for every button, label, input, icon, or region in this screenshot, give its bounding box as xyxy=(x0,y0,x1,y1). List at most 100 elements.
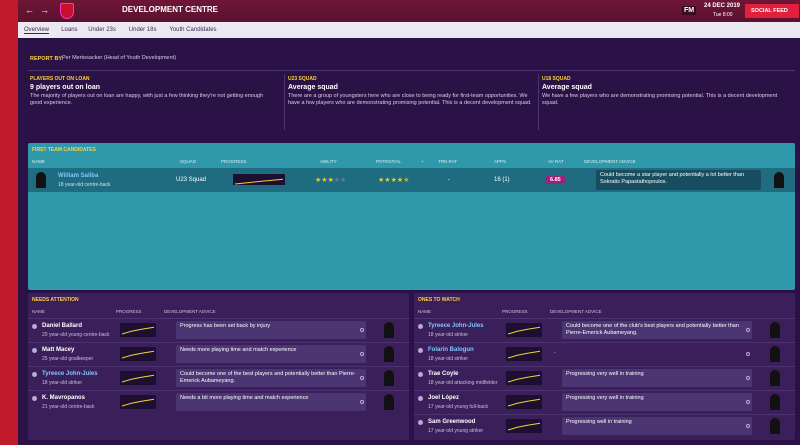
top-bar: ← → DEVELOPMENT CENTRE FM 24 DEC 2019 Tu… xyxy=(0,0,800,22)
development-advice: Could become one of the best players and… xyxy=(176,369,366,387)
summary-text: There are a group of youngsters here who… xyxy=(288,93,532,106)
player-name[interactable]: Tyreece John-Jules xyxy=(42,371,98,377)
summary-divider xyxy=(538,74,539,130)
progress-line xyxy=(121,374,155,383)
advice-icon xyxy=(746,352,750,356)
development-advice: Could become a star player and potential… xyxy=(596,170,761,190)
player-desc: 17 year-old young full-back xyxy=(428,404,489,410)
development-advice: Progressing very well in training xyxy=(562,393,752,411)
progress-graph xyxy=(120,371,156,385)
social-feed-label: SOCIAL FEED xyxy=(751,8,788,14)
progress-graph xyxy=(506,419,542,433)
advice-icon xyxy=(746,424,750,428)
player-row[interactable]: Joel López 17 year-old young full-back Pro… xyxy=(414,390,795,412)
social-feed-button[interactable]: SOCIAL FEED xyxy=(745,4,799,18)
tab[interactable]: Overview xyxy=(24,27,50,34)
star-rating: ★★★★★ xyxy=(315,176,346,184)
player-name[interactable]: Joel López xyxy=(428,395,460,401)
player-row[interactable]: Matt Macey 25 year-old goalkeeper Needs mo… xyxy=(28,342,409,364)
progress-line xyxy=(507,326,541,335)
sidebar xyxy=(0,0,18,445)
summary-label: PLAYERS OUT ON LOAN xyxy=(30,76,90,82)
player-name[interactable]: Tyreece John-Jules xyxy=(428,323,484,329)
player-desc: 21 year-old centre-back xyxy=(42,404,95,410)
back-button[interactable]: ← xyxy=(25,5,34,15)
player-avatar xyxy=(770,322,780,338)
column-heading: DEVELOPMENT ADVICE xyxy=(164,309,216,314)
column-heading: SQUAD xyxy=(180,159,197,164)
ones-to_watch-panel: ONES TO WATCH NAME PROGRESS DEVELOPMENT ADV… xyxy=(414,293,795,440)
player-desc: 25 year-old goalkeeper xyxy=(42,356,94,362)
player-row[interactable]: William Saliba 18 year-old centre-back U23… xyxy=(28,168,795,192)
club-crest[interactable] xyxy=(60,3,74,19)
player-name[interactable]: Daniel Ballard xyxy=(42,323,83,329)
forward-button[interactable]: → xyxy=(40,5,49,15)
column-heading: PROGRESS xyxy=(116,309,142,314)
fm-logo[interactable]: FM xyxy=(682,6,697,15)
panel-heading: NEEDS ATTENTION xyxy=(32,297,79,303)
column-heading: AV RAT xyxy=(548,159,564,164)
column-heading: DEVELOPMENT ADVICE xyxy=(550,309,602,314)
progress-graph xyxy=(506,395,542,409)
column-heading: NAME xyxy=(418,309,432,314)
column-heading: DEVELOPMENT ADVICE xyxy=(584,159,636,164)
star: ★ xyxy=(396,177,404,184)
column-heading: PROGRESS xyxy=(221,159,247,164)
player-row[interactable]: K. Mavropanos 21 year-old centre-back Need… xyxy=(28,390,409,412)
player-name[interactable]: Folarin Balogun xyxy=(428,347,474,353)
player-avatar xyxy=(384,394,394,410)
report-label: REPORT BY: xyxy=(30,56,64,62)
progress-line xyxy=(507,374,541,383)
progress-line xyxy=(507,398,541,407)
progress-graph xyxy=(233,174,285,185)
player-row[interactable]: Folarin Balogun 18 year-old striker - xyxy=(414,342,795,364)
player-name[interactable]: Trae Coyle xyxy=(428,371,459,377)
development-advice: Needs more playing time and match experi… xyxy=(176,345,366,363)
report-author: Per Mertesacker (Head of Youth Developme… xyxy=(62,55,177,61)
first-team-panel: FIRST TEAM CANDIDATES NAME SQUAD PROGRESS AB… xyxy=(28,143,795,290)
tab[interactable]: Loans xyxy=(61,27,78,33)
progress-line xyxy=(507,422,541,431)
star: ★ xyxy=(403,177,410,184)
progress-line xyxy=(234,178,284,185)
player-icon xyxy=(418,396,423,401)
tab[interactable]: Under 18s xyxy=(128,27,157,33)
average-rating: 6.85 xyxy=(546,176,565,184)
player-row[interactable]: Sam Greenwood 17 year-old young striker Pr… xyxy=(414,414,795,436)
player-name[interactable]: Sam Greenwood xyxy=(428,419,476,425)
player-icon xyxy=(32,348,37,353)
appearances: 16 (1) xyxy=(494,177,510,183)
tab-bar: Overview Loans Under 23s Under 18s Youth Can… xyxy=(18,22,800,38)
player-desc: 18 year-old centre-back xyxy=(58,182,111,188)
player-row[interactable]: Tyreece John-Jules 18 year-old striker Cou… xyxy=(28,366,409,388)
player-name[interactable]: William Saliba xyxy=(58,173,99,179)
progress-graph xyxy=(506,347,542,361)
player-avatar xyxy=(770,394,780,410)
advice-icon xyxy=(746,400,750,404)
progress-line xyxy=(121,350,155,359)
player-avatar xyxy=(384,322,394,338)
summary-text: The majority of players out on loan are … xyxy=(30,93,264,106)
development-advice: Progressing very well in training xyxy=(562,369,752,387)
column-heading: PROGRESS xyxy=(502,309,528,314)
date: 24 DEC 2019 xyxy=(704,3,741,9)
star: ★ xyxy=(378,177,385,184)
training-rating: - xyxy=(448,177,450,183)
star: ★ xyxy=(384,177,391,184)
player-row[interactable]: Daniel Ballard 20 year-old young centre-b… xyxy=(28,318,409,340)
player-icon xyxy=(418,420,423,425)
player-desc: 18 year-old striker xyxy=(42,380,83,386)
progress-line xyxy=(121,398,155,407)
player-name[interactable]: K. Mavropanos xyxy=(42,395,86,401)
star: ★ xyxy=(321,177,328,184)
player-desc: 18 year-old striker xyxy=(428,332,469,338)
tab[interactable]: Youth Candidates xyxy=(169,27,217,33)
column-heading: APPS xyxy=(494,159,507,164)
player-row[interactable]: Trae Coyle 18 year-old attacking midfield… xyxy=(414,366,795,388)
advice-icon xyxy=(746,328,750,332)
player-name[interactable]: Matt Macey xyxy=(42,347,75,353)
progress-graph xyxy=(506,371,542,385)
tab[interactable]: Under 23s xyxy=(88,27,116,33)
player-row[interactable]: Tyreece John-Jules 18 year-old striker Cou… xyxy=(414,318,795,340)
